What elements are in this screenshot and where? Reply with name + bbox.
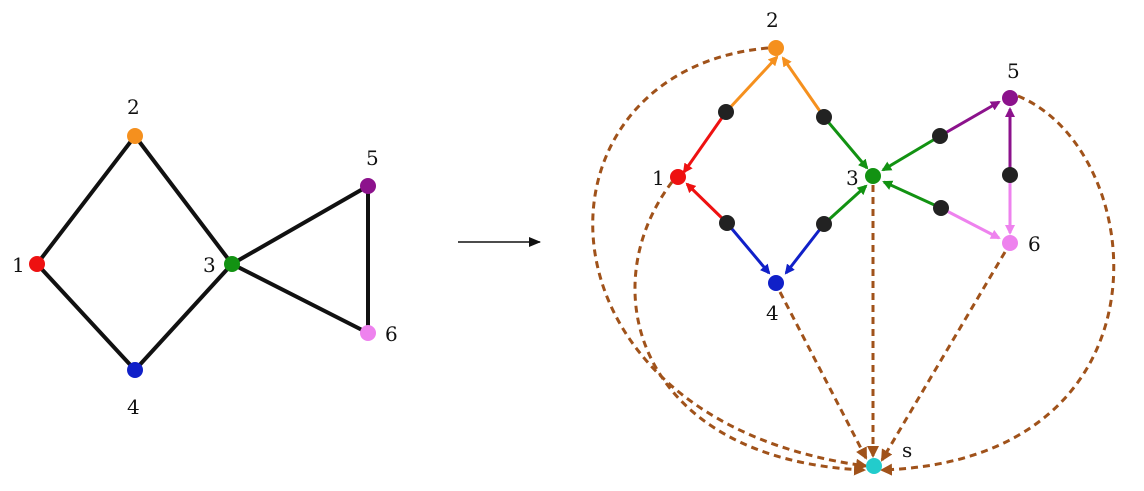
left-edge-1-2 xyxy=(35,134,137,266)
right-node-s-label: s xyxy=(902,438,912,462)
subdivided-edge-3-5 xyxy=(881,100,1001,172)
left-node-5 xyxy=(360,178,376,194)
midpoint-node-3-5 xyxy=(932,128,948,144)
arc-mid-to-1 xyxy=(685,182,729,225)
right-node-3 xyxy=(865,168,881,184)
right-node-5-label: 5 xyxy=(1007,59,1020,83)
left-graph: 1 2 3 4 5 6 xyxy=(12,95,398,419)
subdivided-edge-3-2 xyxy=(781,56,869,170)
sink-edge-6-s xyxy=(880,251,1007,462)
subdivided-edge-1-2 xyxy=(682,55,779,174)
arc-mid-to-1 xyxy=(682,111,728,174)
sink-edge-2-s xyxy=(591,46,868,471)
midpoint-node-4-3 xyxy=(816,216,832,232)
left-node-3-label: 3 xyxy=(203,253,216,277)
subdivided-edge-4-3 xyxy=(784,184,868,275)
right-node-4 xyxy=(768,275,784,291)
left-edge-3-5 xyxy=(230,184,370,266)
arc-mid-to-4 xyxy=(784,223,826,275)
right-node-2-label: 2 xyxy=(766,8,779,32)
left-edge-4-3 xyxy=(133,262,234,372)
midpoint-node-5-6 xyxy=(1002,167,1018,183)
left-node-6-label: 6 xyxy=(385,322,398,346)
left-edge-2-3 xyxy=(133,134,234,266)
left-edges xyxy=(35,134,370,372)
left-node-2-label: 2 xyxy=(127,95,140,119)
midpoint-nodes xyxy=(718,104,1018,232)
midpoint-node-1-4 xyxy=(719,215,735,231)
arc-mid-to-3 xyxy=(822,184,868,226)
arc-mid-to-3 xyxy=(822,116,869,170)
left-edge-1-4 xyxy=(35,262,137,372)
right-node-3-label: 3 xyxy=(846,166,859,190)
arc-mid-to-2 xyxy=(781,56,826,118)
right-node-1-label: 1 xyxy=(652,166,665,190)
left-node-6 xyxy=(360,325,376,341)
right-node-1 xyxy=(670,169,686,185)
midpoint-node-1-2 xyxy=(718,104,734,120)
right-graph: 1 2 3 4 5 6 s xyxy=(591,8,1116,476)
right-node-s xyxy=(866,458,882,474)
left-node-4 xyxy=(127,362,143,378)
arc-mid-to-2 xyxy=(724,55,779,114)
right-node-6-label: 6 xyxy=(1028,232,1041,256)
right-node-4-label: 4 xyxy=(766,301,779,325)
left-node-1 xyxy=(29,256,45,272)
left-node-2 xyxy=(127,128,143,144)
left-node-5-label: 5 xyxy=(366,146,379,170)
right-node-6 xyxy=(1002,235,1018,251)
sink-edge-5-s xyxy=(880,94,1116,476)
subdivided-edge-3-6 xyxy=(882,180,1001,240)
left-node-4-label: 4 xyxy=(127,395,140,419)
left-node-1-label: 1 xyxy=(12,253,25,277)
subdivided-edge-1-4 xyxy=(685,182,771,275)
sink-edge-1-s xyxy=(633,181,866,476)
midpoint-node-3-2 xyxy=(816,109,832,125)
right-node-5 xyxy=(1002,90,1018,106)
sink-edges xyxy=(591,46,1116,476)
arc-mid-to-3 xyxy=(881,134,941,172)
right-node-2 xyxy=(768,40,784,56)
left-node-3 xyxy=(224,256,240,272)
arc-mid-to-5 xyxy=(939,100,1001,138)
arc-mid-to-4 xyxy=(725,222,771,275)
arc-mid-to-3 xyxy=(882,180,942,210)
left-edge-3-6 xyxy=(230,262,370,335)
midpoint-node-3-6 xyxy=(933,200,949,216)
sink-edge-4-s xyxy=(778,291,868,460)
arc-mid-to-6 xyxy=(940,206,1001,240)
